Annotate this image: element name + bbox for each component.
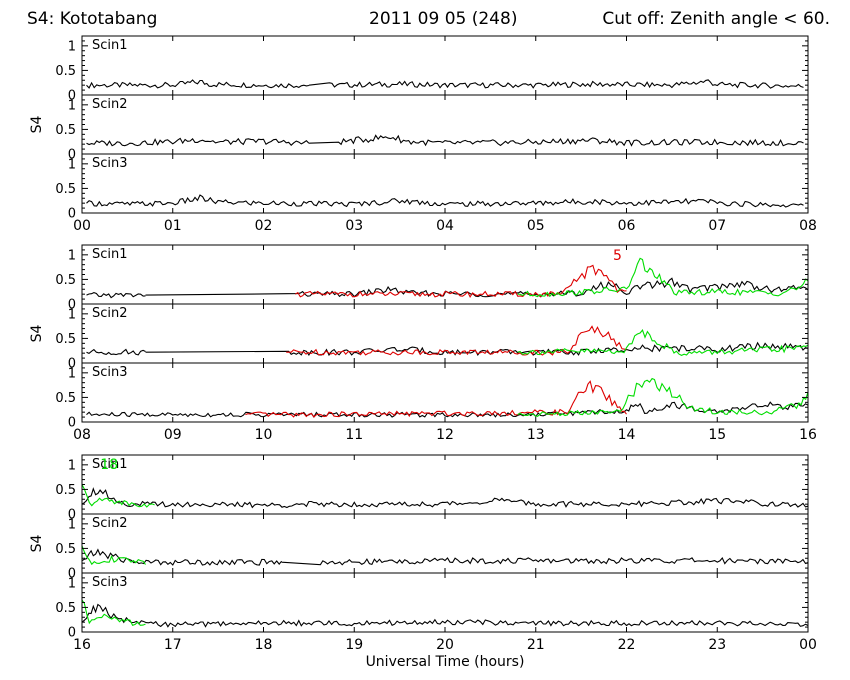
trace-red-scin2: [286, 325, 627, 356]
panel-label-scin2: Scin2: [92, 306, 128, 321]
y-axis-label: S4: [29, 325, 45, 343]
y-tick-label: 1: [68, 98, 76, 113]
trace-green-scin1: [82, 484, 155, 508]
y-tick-label: 0.5: [55, 332, 76, 347]
panel-frame: [81, 94, 809, 155]
y-tick-label: 1: [68, 366, 76, 381]
trace-black-scin1: [82, 487, 808, 509]
panel-label-scin3: Scin3: [92, 156, 128, 171]
x-tick-label: 09: [164, 427, 182, 443]
panel-label-scin2: Scin2: [92, 97, 128, 112]
y-tick-label: 0.5: [55, 601, 76, 616]
x-tick-label: 23: [708, 637, 726, 653]
trace-black-scin2: [86, 341, 808, 357]
x-tick-label: 15: [708, 427, 726, 443]
y-tick-label: 0.5: [55, 542, 76, 557]
x-tick-label: 04: [436, 218, 454, 234]
trace-black-scin2: [86, 134, 804, 147]
x-tick-label: 05: [527, 218, 545, 234]
x-tick-label: 16: [73, 637, 91, 653]
y-tick-label: 1: [68, 307, 76, 322]
x-tick-label: 08: [73, 427, 91, 443]
x-tick-label: 21: [527, 637, 545, 653]
x-tick-label: 11: [345, 427, 363, 443]
satellite-annotation: 5: [613, 248, 622, 264]
y-tick-label: 0: [68, 298, 76, 313]
x-tick-label: 14: [618, 427, 636, 443]
x-tick-label: 01: [164, 218, 182, 234]
trace-green-scin3: [517, 377, 808, 417]
x-tick-label: 00: [73, 218, 91, 234]
x-tick-label: 22: [618, 637, 636, 653]
panel-label-scin2: Scin2: [92, 516, 128, 531]
panel-label-scin1: Scin1: [92, 247, 128, 262]
y-tick-label: 1: [68, 458, 76, 473]
y-tick-label: 0: [68, 416, 76, 431]
panel-frame: [81, 303, 809, 364]
y-tick-label: 0: [68, 357, 76, 372]
x-tick-label: 08: [799, 218, 817, 234]
y-tick-label: 0: [68, 148, 76, 163]
x-tick-label: 03: [345, 218, 363, 234]
y-tick-label: 0: [68, 626, 76, 641]
y-axis-label: S4: [29, 535, 45, 553]
trace-red-scin1: [295, 264, 627, 299]
y-tick-label: 1: [68, 576, 76, 591]
y-axis-label: S4: [29, 116, 45, 134]
trace-green-scin2: [517, 328, 808, 357]
x-tick-label: 06: [618, 218, 636, 234]
trace-green-scin1: [517, 257, 808, 298]
cutoff-title: Cut off: Zenith angle < 60.: [602, 9, 830, 29]
x-axis-label: Universal Time (hours): [366, 654, 525, 670]
x-tick-label: 10: [255, 427, 273, 443]
panel-frame: [81, 35, 809, 96]
y-tick-label: 1: [68, 248, 76, 263]
y-tick-label: 0.5: [55, 483, 76, 498]
panel-label-scin3: Scin3: [92, 365, 128, 380]
trace-black-scin1: [86, 277, 808, 299]
y-tick-label: 0: [68, 508, 76, 523]
x-tick-label: 07: [708, 218, 726, 234]
station-title: S4: Kototabang: [27, 9, 158, 29]
trace-black-scin3: [86, 194, 804, 208]
y-tick-label: 0.5: [55, 123, 76, 138]
panel-frame: [81, 362, 809, 423]
y-tick-label: 1: [68, 39, 76, 54]
x-tick-label: 17: [164, 637, 182, 653]
y-tick-label: 0.5: [55, 182, 76, 197]
panel-label-scin3: Scin3: [92, 575, 128, 590]
y-tick-label: 1: [68, 157, 76, 172]
x-tick-label: 18: [255, 637, 273, 653]
y-tick-label: 0.5: [55, 273, 76, 288]
trace-green-scin3: [82, 599, 146, 626]
panel-frame: [81, 454, 809, 515]
panel-label-scin1: Scin1: [92, 457, 128, 472]
y-tick-label: 0: [68, 567, 76, 582]
y-tick-label: 0: [68, 207, 76, 222]
x-tick-label: 16: [799, 427, 817, 443]
trace-green-scin2: [82, 545, 146, 566]
trace-black-scin3: [82, 603, 808, 628]
trace-black-scin2: [82, 548, 808, 566]
trace-red-scin3: [245, 380, 627, 418]
y-tick-label: 0.5: [55, 64, 76, 79]
panel-label-scin1: Scin1: [92, 38, 128, 53]
y-tick-label: 0.5: [55, 391, 76, 406]
x-tick-label: 13: [527, 427, 545, 443]
x-tick-label: 19: [345, 637, 363, 653]
satellite-annotation: 18: [100, 457, 118, 473]
x-tick-label: 12: [436, 427, 454, 443]
y-tick-label: 0: [68, 89, 76, 104]
x-tick-label: 02: [255, 218, 273, 234]
x-tick-label: 00: [799, 637, 817, 653]
date-title: 2011 09 05 (248): [369, 9, 518, 29]
trace-black-scin1: [86, 79, 804, 89]
x-tick-label: 20: [436, 637, 454, 653]
y-tick-label: 1: [68, 517, 76, 532]
